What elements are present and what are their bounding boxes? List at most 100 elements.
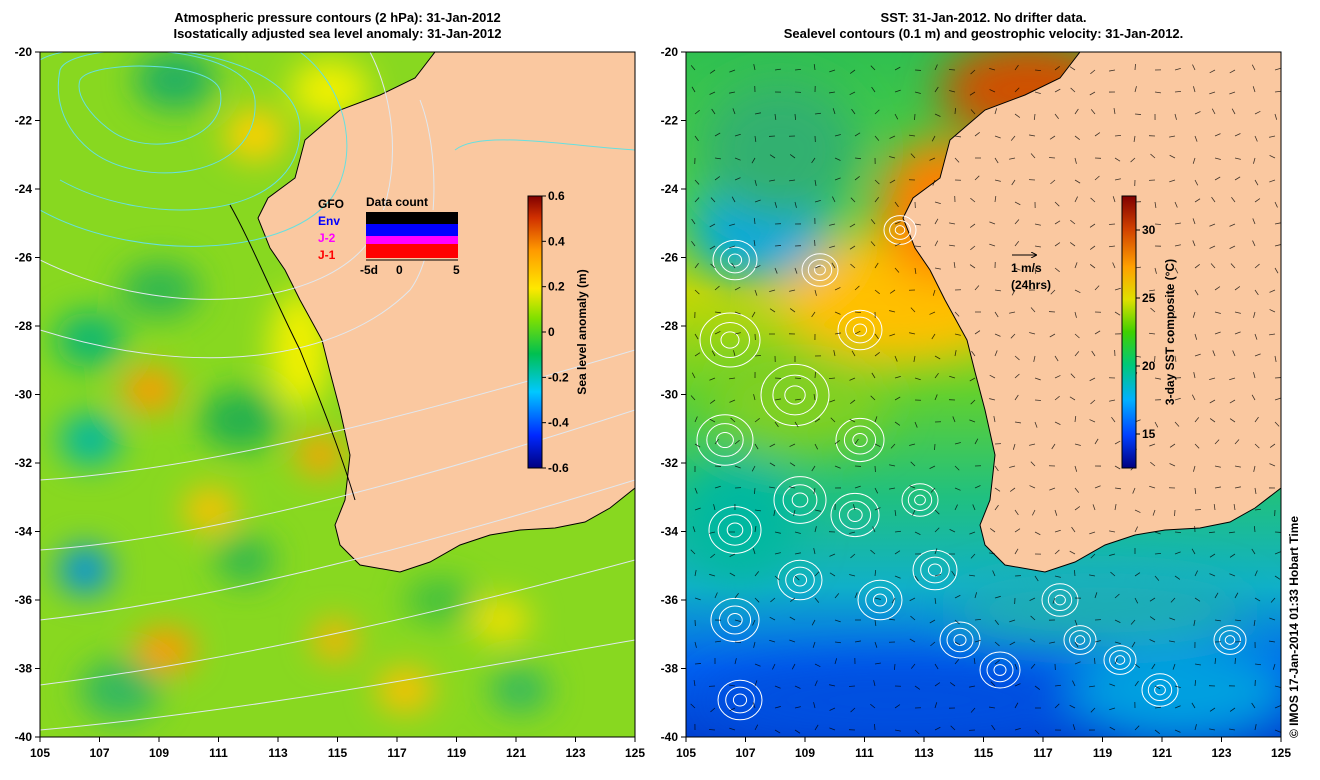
velocity-vector: [751, 311, 756, 318]
velocity-vector: [1092, 504, 1096, 511]
velocity-vector: [914, 575, 919, 582]
velocity-vector: [909, 597, 916, 602]
velocity-vector: [894, 704, 901, 709]
velocity-vector: [1094, 285, 1100, 291]
latitude-tick-label: -30: [15, 388, 33, 402]
velocity-vector: [1252, 86, 1256, 93]
left-longitude-axis: 105 107 109 111 113 115 117 119 121 123 125: [30, 737, 645, 760]
velocity-vector: [1014, 421, 1021, 424]
velocity-vector: [934, 597, 937, 604]
velocity-vector: [691, 240, 696, 247]
velocity-vector: [994, 289, 1001, 292]
velocity-vector: [709, 69, 716, 74]
velocity-vector: [1014, 663, 1018, 670]
velocity-vector: [1089, 531, 1096, 535]
latitude-tick-label: -24: [661, 182, 679, 196]
velocity-vector: [910, 663, 916, 669]
velocity-vector: [909, 443, 916, 446]
velocity-vector: [1194, 111, 1201, 115]
velocity-vector: [994, 311, 999, 318]
velocity-vector: [774, 531, 781, 534]
velocity-vector: [789, 486, 796, 489]
sealevel-contour: [1154, 684, 1166, 696]
velocity-vector: [1191, 702, 1196, 709]
velocity-vector: [1233, 504, 1236, 511]
velocity-vector: [1029, 134, 1036, 137]
velocity-vector: [1229, 377, 1236, 381]
velocity-vector: [1274, 222, 1281, 225]
velocity-vector: [1209, 223, 1216, 227]
right-title-line2: Sealevel contours (0.1 m) and geostrophi…: [783, 26, 1184, 41]
velocity-vector: [1194, 289, 1199, 296]
sealevel-contour: [1114, 655, 1126, 665]
velocity-vector: [1094, 132, 1101, 137]
velocity-vector: [1209, 553, 1216, 558]
latitude-tick-label: -32: [661, 456, 679, 470]
velocity-vector: [894, 201, 899, 208]
velocity-vector: [1089, 419, 1096, 423]
left-title-line1: Atmospheric pressure contours (2 hPa): 3…: [174, 10, 501, 25]
velocity-vector: [994, 157, 999, 164]
velocity-vector: [694, 262, 699, 269]
data-count-title: Data count: [366, 195, 428, 209]
velocity-vector: [834, 157, 841, 161]
velocity-vector: [1251, 64, 1256, 71]
velocity-vector: [934, 64, 938, 71]
velocity-vector: [1234, 657, 1236, 665]
velocity-vector: [1169, 617, 1176, 621]
velocity-vector: [849, 69, 856, 74]
velocity-vector: [1229, 531, 1236, 534]
velocity-vector: [729, 377, 736, 380]
velocity-vector: [1194, 179, 1199, 186]
velocity-scale-time: (24hrs): [1011, 278, 1051, 292]
velocity-vector: [1090, 109, 1096, 115]
velocity-vector: [774, 421, 779, 428]
sst-colorbar-ramp: [1121, 195, 1137, 469]
longitude-tick-label: 123: [1211, 746, 1231, 760]
velocity-vector: [1174, 201, 1178, 208]
velocity-vector: [894, 375, 901, 379]
velocity-vector: [1009, 641, 1016, 646]
velocity-vector: [1111, 416, 1116, 423]
velocity-vector: [733, 350, 736, 357]
velocity-vector: [1113, 108, 1116, 115]
velocity-vector: [694, 289, 700, 295]
velocity-vector: [1072, 724, 1076, 731]
velocity-vector: [1112, 196, 1116, 203]
velocity-vector: [1154, 575, 1160, 581]
velocity-vector: [1254, 487, 1257, 494]
velocity-vector: [1130, 157, 1136, 163]
velocity-vector: [1192, 157, 1196, 164]
sealevel-contour: [710, 321, 750, 359]
velocity-vector: [1114, 658, 1118, 665]
velocity-vector: [734, 177, 741, 181]
velocity-vector: [731, 262, 736, 269]
pressure-contour: [40, 99, 435, 359]
velocity-vector: [811, 465, 816, 472]
velocity-vector: [929, 465, 936, 469]
velocity-vector: [812, 641, 816, 648]
velocity-vector: [870, 703, 876, 709]
velocity-vector: [952, 416, 956, 423]
velocity-vector: [754, 663, 761, 667]
velocity-vector: [890, 443, 896, 449]
sealevel-contour: [852, 323, 868, 337]
velocity-vector: [1074, 179, 1081, 184]
velocity-vector: [849, 377, 856, 381]
velocity-vector: [814, 265, 821, 269]
velocity-vector: [1114, 465, 1121, 470]
velocity-vector: [954, 135, 961, 138]
velocity-vector: [910, 153, 916, 159]
velocity-vector: [994, 350, 998, 357]
velocity-vector: [1231, 108, 1236, 115]
velocity-vector: [1014, 702, 1019, 709]
velocity-vector: [753, 64, 756, 71]
velocity-vector: [1192, 311, 1196, 318]
sealevel-contour: [785, 566, 815, 594]
right-map: [686, 52, 1281, 737]
sealevel-contour: [847, 508, 863, 522]
sealevel-contour: [716, 431, 734, 449]
velocity-vector: [1070, 87, 1076, 93]
velocity-vector: [954, 107, 956, 115]
